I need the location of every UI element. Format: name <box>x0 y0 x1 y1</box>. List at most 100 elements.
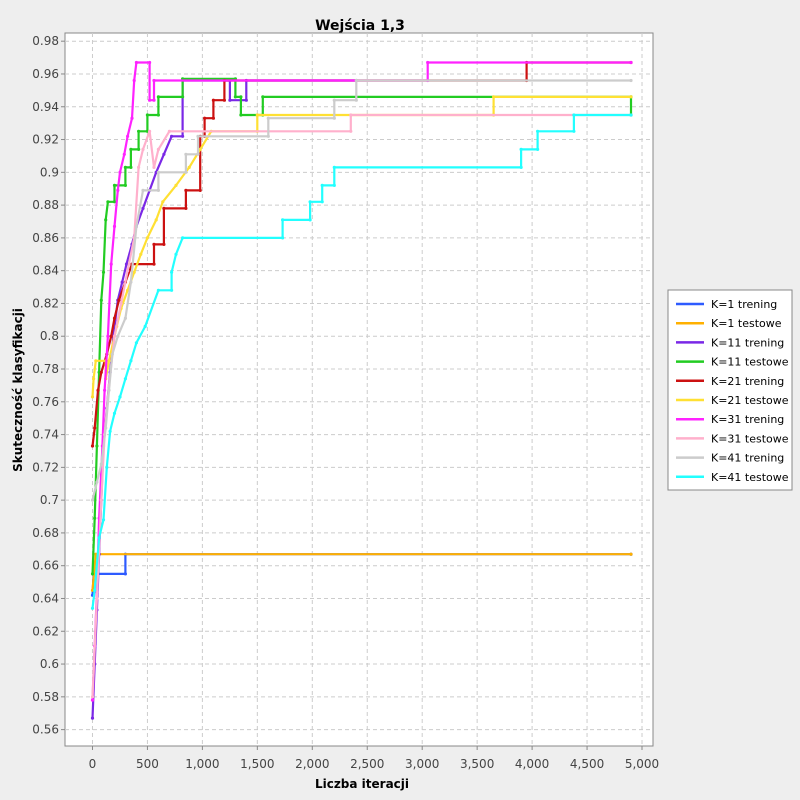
x-tick-label: 3,500 <box>460 757 494 771</box>
data-point <box>629 78 633 83</box>
data-point <box>97 536 101 540</box>
data-point <box>105 465 109 469</box>
data-point <box>148 129 152 133</box>
series-line-4 <box>91 77 633 574</box>
data-point <box>93 426 97 430</box>
y-tick-label: 0.86 <box>32 231 59 245</box>
data-point <box>572 113 576 117</box>
data-point <box>137 165 141 169</box>
data-point <box>629 95 633 99</box>
series-lines <box>90 60 633 720</box>
legend-entry: K=31 trening <box>711 413 784 426</box>
data-point <box>90 698 95 702</box>
data-point <box>184 206 188 210</box>
legend-entry: K=21 trening <box>711 375 784 388</box>
y-tick-label: 0.8 <box>40 329 59 343</box>
data-point <box>132 270 136 274</box>
y-tick-label: 0.74 <box>32 428 59 442</box>
data-point <box>118 395 122 399</box>
data-point <box>519 147 523 151</box>
x-tick-label: 2,000 <box>295 757 329 771</box>
data-point <box>354 98 358 102</box>
data-point <box>174 183 178 187</box>
data-point <box>572 129 576 133</box>
data-point <box>126 288 130 292</box>
y-tick-label: 0.62 <box>32 624 59 638</box>
data-point <box>162 206 166 210</box>
data-point <box>152 242 156 246</box>
data-point <box>129 165 133 169</box>
data-point <box>110 352 114 356</box>
data-point <box>261 95 265 99</box>
data-point <box>244 98 248 102</box>
y-tick-label: 0.56 <box>32 723 59 737</box>
data-point <box>93 588 97 592</box>
data-point <box>354 78 358 83</box>
data-point <box>148 60 152 65</box>
data-point <box>90 606 95 610</box>
x-tick-label: 4,000 <box>515 757 549 771</box>
data-point <box>320 183 324 187</box>
series-line-9 <box>91 79 631 501</box>
data-point <box>96 388 100 392</box>
data-point <box>184 188 188 192</box>
data-point <box>141 188 145 192</box>
data-point <box>148 98 152 102</box>
series-line-10 <box>91 113 631 609</box>
legend: K=1 trening K=1 testowe K=11 trening K=11 t… <box>667 289 793 491</box>
data-point <box>233 95 237 99</box>
data-point <box>101 270 106 274</box>
y-tick-label: 0.82 <box>32 296 59 310</box>
data-point <box>129 359 133 363</box>
data-point <box>536 147 540 151</box>
data-point <box>332 165 336 169</box>
data-point <box>94 359 98 363</box>
legend-entry: K=1 testowe <box>711 317 782 330</box>
y-tick-label: 0.92 <box>32 133 59 147</box>
data-point <box>120 280 124 284</box>
data-point <box>112 316 117 320</box>
data-point <box>349 113 353 117</box>
data-point <box>108 429 112 433</box>
y-tick-label: 0.9 <box>40 165 59 179</box>
data-point <box>123 316 127 320</box>
data-point <box>349 129 353 133</box>
data-point <box>112 183 117 187</box>
data-point <box>211 116 215 120</box>
data-point <box>107 359 111 363</box>
data-point <box>174 252 178 256</box>
chart-title: Wejścia 1,3 <box>315 18 405 34</box>
x-tick-label: 1,000 <box>185 757 219 771</box>
data-point <box>107 388 111 392</box>
data-point <box>141 147 145 151</box>
data-point <box>308 218 312 222</box>
data-point <box>228 98 232 102</box>
data-point <box>426 60 430 65</box>
data-point <box>181 236 185 240</box>
data-point <box>170 288 174 292</box>
data-point <box>152 165 156 169</box>
data-point <box>130 116 134 120</box>
legend-entry: K=31 testowe <box>711 432 789 445</box>
data-point <box>112 334 117 338</box>
data-point <box>332 98 336 102</box>
y-tick-label: 0.84 <box>32 264 59 278</box>
data-point <box>255 113 259 117</box>
data-point <box>139 252 143 256</box>
y-tick-label: 0.7 <box>40 493 59 507</box>
data-point <box>106 334 110 338</box>
data-point <box>99 370 103 374</box>
data-point <box>90 588 95 592</box>
data-point <box>95 444 99 448</box>
data-point <box>106 200 110 204</box>
data-point <box>196 134 200 138</box>
data-point <box>156 147 160 151</box>
data-point <box>90 444 95 448</box>
data-point <box>92 377 96 381</box>
data-point <box>132 78 136 83</box>
x-axis-title: Liczba iteracji <box>315 777 409 791</box>
data-point <box>162 152 166 156</box>
y-tick-label: 0.72 <box>32 460 59 474</box>
data-point <box>90 395 95 399</box>
data-point <box>117 298 121 302</box>
